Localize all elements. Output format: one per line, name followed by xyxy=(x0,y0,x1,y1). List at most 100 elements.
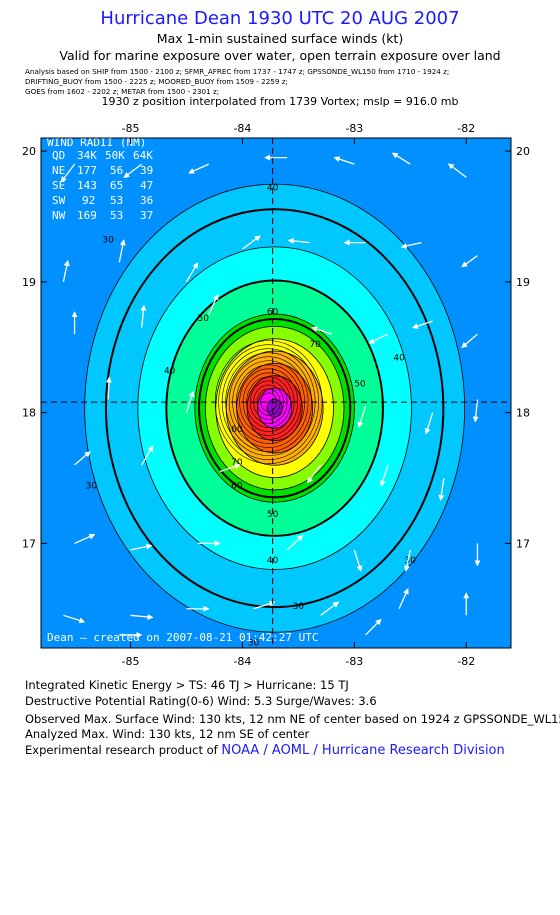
wind-vector xyxy=(185,390,195,413)
wind-vector xyxy=(242,235,261,250)
analyzed-max-line: Analyzed Max. Wind: 130 kts, 12 nm SE of… xyxy=(25,727,310,741)
wind-vector xyxy=(333,156,355,165)
x-tick-label-top: -84 xyxy=(233,122,251,135)
contour-label: 30 xyxy=(405,556,417,566)
wind-vector xyxy=(403,549,411,572)
wind-vector xyxy=(74,451,91,466)
wind-vector xyxy=(353,549,363,572)
radius-contour-50kt xyxy=(165,279,384,537)
wind-vector xyxy=(306,464,322,484)
wind-vector xyxy=(287,237,310,244)
wind-radii-col-qd: QD xyxy=(52,149,65,162)
position-note: 1930 z position interpolated from 1739 V… xyxy=(101,95,459,108)
wind-radii-sw-34: 92 xyxy=(82,194,95,207)
wind-radii-sw-label: SW xyxy=(52,194,66,207)
chart-credit: Dean — created on 2007-08-21 01:42:27 UT… xyxy=(47,631,319,644)
wind-radii-se-64: 47 xyxy=(140,179,153,192)
axes: -85 -85 -84 -84 -83 -83 -82 -82 17 17 18 18 19 19 20 20 xyxy=(22,122,530,668)
credit-line: Experimental research product of NOAA / … xyxy=(25,743,505,758)
contour-label: 30 xyxy=(86,481,98,491)
wind-radii-col-34k: 34K xyxy=(77,149,97,162)
wind-vector xyxy=(140,304,147,328)
contour-label: 70 xyxy=(231,458,243,468)
wind-radii-se-50: 65 xyxy=(110,179,123,192)
contour-40kt xyxy=(137,246,412,570)
wind-vector xyxy=(286,534,304,551)
wind-vector xyxy=(357,405,367,428)
wind-radii-se-34: 143 xyxy=(77,179,97,192)
contour-130kt xyxy=(266,398,283,418)
y-tick-label-right: 20 xyxy=(516,145,530,158)
wind-radii-sw-64: 36 xyxy=(140,194,153,207)
wind-vector xyxy=(461,255,478,268)
contour-60kt xyxy=(194,313,355,503)
wind-vector xyxy=(185,262,199,283)
core-contour xyxy=(249,380,288,424)
core-contour xyxy=(228,356,309,448)
x-tick-label-bottom: -85 xyxy=(122,655,140,668)
ike-line: Integrated Kinetic Energy > TS: 46 TJ > … xyxy=(25,678,349,692)
wind-vector xyxy=(400,241,422,249)
y-tick-label-left: 17 xyxy=(22,537,36,550)
y-tick-label-left: 19 xyxy=(22,276,36,289)
wind-radii-col-64k: 64K xyxy=(133,149,153,162)
wind-vector xyxy=(62,259,70,282)
wind-vector xyxy=(60,163,76,183)
wind-radii-sw-50: 53 xyxy=(110,194,123,207)
credit-organization-link[interactable]: NOAA / AOML / Hurricane Research Divisio… xyxy=(221,743,505,758)
wind-radii-nw-64: 37 xyxy=(140,209,153,222)
analysis-sources-line-3: GOES from 1602 - 2202 z; METAR from 1500… xyxy=(25,87,220,96)
plot-frame xyxy=(40,137,512,649)
destructive-potential-line: Destructive Potential Rating(0-6) Wind: … xyxy=(25,694,377,708)
contour-label: 40 xyxy=(164,366,176,376)
wind-vector xyxy=(141,445,154,466)
contour-80kt xyxy=(215,338,334,478)
wind-vector xyxy=(391,152,411,165)
wind-vector xyxy=(398,588,409,610)
x-tick-label-top: -82 xyxy=(457,122,475,135)
wind-vector xyxy=(447,163,467,178)
x-tick-label-top: -85 xyxy=(122,122,140,135)
analysis-sources-line-2: DRIFTING_BUOY from 1500 - 2225 z; MOORED… xyxy=(25,77,288,86)
wind-vector xyxy=(365,618,382,636)
radius-contour-64kt xyxy=(198,318,352,499)
contour-label: 60 xyxy=(231,425,243,435)
wind-vector xyxy=(411,320,433,329)
chart-subtitle: Max 1-min sustained surface winds (kt) xyxy=(156,31,404,46)
y-tick-label-right: 18 xyxy=(516,407,530,420)
wind-radii-col-50k: 50K xyxy=(105,149,125,162)
wind-vector xyxy=(472,399,479,423)
wind-radii-ne-34: 177 xyxy=(77,164,97,177)
contour-label: 30 xyxy=(293,602,305,612)
contour-label: 30 xyxy=(102,236,114,246)
core-contour xyxy=(256,388,281,416)
contour-label: 30 xyxy=(248,638,260,648)
wind-radii-header: WIND RADII (NM) xyxy=(47,136,146,149)
wind-vectors xyxy=(60,152,481,638)
y-tick-label-right: 17 xyxy=(516,537,530,550)
wind-vector xyxy=(461,333,478,349)
wind-vector xyxy=(123,163,143,178)
wind-vector xyxy=(311,326,333,335)
wind-vector xyxy=(130,543,153,551)
contour-30kt xyxy=(84,183,466,633)
analysis-sources-line-1: Analysis based on SHIP from 1500 - 2100 … xyxy=(25,67,450,76)
wind-radii-se-label: SE xyxy=(52,179,65,192)
wind-radii-nw-34: 169 xyxy=(77,209,97,222)
wind-vector xyxy=(219,463,241,473)
radius-contour-34kt xyxy=(104,208,445,609)
x-tick-label-top: -83 xyxy=(345,122,363,135)
x-tick-label-bottom: -82 xyxy=(457,655,475,668)
y-tick-label-left: 20 xyxy=(22,145,36,158)
wind-vector xyxy=(63,614,86,624)
wind-vector xyxy=(118,239,126,263)
wind-radii-ne-64: 39 xyxy=(140,164,153,177)
contour-label: 40 xyxy=(393,353,405,363)
contour-120kt xyxy=(257,387,293,429)
chart-title: Hurricane Dean 1930 UTC 20 AUG 2007 xyxy=(100,8,460,29)
wind-radii-ne-50: 56 xyxy=(110,164,123,177)
wind-vector xyxy=(379,464,389,487)
core-contour xyxy=(239,368,298,436)
